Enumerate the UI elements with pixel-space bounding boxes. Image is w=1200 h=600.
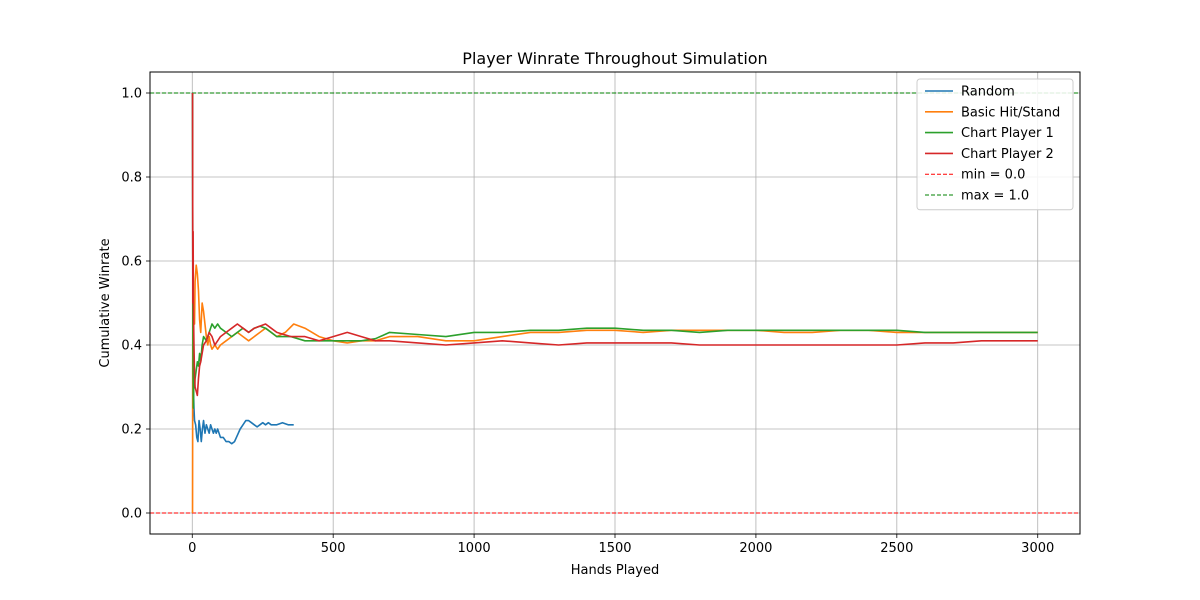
series-line-random <box>191 92 294 445</box>
x-tick-label: 500 <box>321 541 346 556</box>
legend-label: Chart Player 2 <box>961 147 1054 162</box>
y-tick-label: 0.4 <box>121 339 142 354</box>
x-tick-label: 0 <box>188 541 196 556</box>
legend-label: min = 0.0 <box>961 168 1025 183</box>
x-tick-label: 2500 <box>880 541 913 556</box>
legend-label: Chart Player 1 <box>961 126 1054 141</box>
legend-label: Random <box>961 85 1015 100</box>
y-tick-label: 0.8 <box>121 171 142 186</box>
legend-box <box>916 78 1074 211</box>
y-axis-ticks: 0.0 0.2 0.4 0.6 0.8 1.0 <box>121 87 150 522</box>
x-axis-ticks: 0 500 1000 1500 2000 2500 3000 <box>188 534 1054 556</box>
x-axis-label: Hands Played <box>571 563 660 578</box>
x-tick-label: 3000 <box>1021 541 1054 556</box>
legend-label: max = 1.0 <box>961 189 1029 204</box>
chart-title: Player Winrate Throughout Simulation <box>462 49 767 68</box>
series-lines <box>191 92 1038 514</box>
y-tick-label: 1.0 <box>121 87 142 102</box>
y-tick-label: 0.0 <box>121 507 142 522</box>
grid <box>150 72 1080 534</box>
legend: Random Basic Hit/Stand Chart Player 1 Chart… <box>916 78 1074 211</box>
y-tick-label: 0.2 <box>121 423 142 438</box>
x-tick-label: 1500 <box>598 541 631 556</box>
y-axis-label: Cumulative Winrate <box>98 238 113 367</box>
y-tick-label: 0.6 <box>121 255 142 270</box>
x-tick-label: 2000 <box>739 541 772 556</box>
series-line-chart-player-2 <box>191 92 1038 397</box>
x-tick-label: 1000 <box>458 541 491 556</box>
legend-label: Basic Hit/Stand <box>961 105 1060 120</box>
